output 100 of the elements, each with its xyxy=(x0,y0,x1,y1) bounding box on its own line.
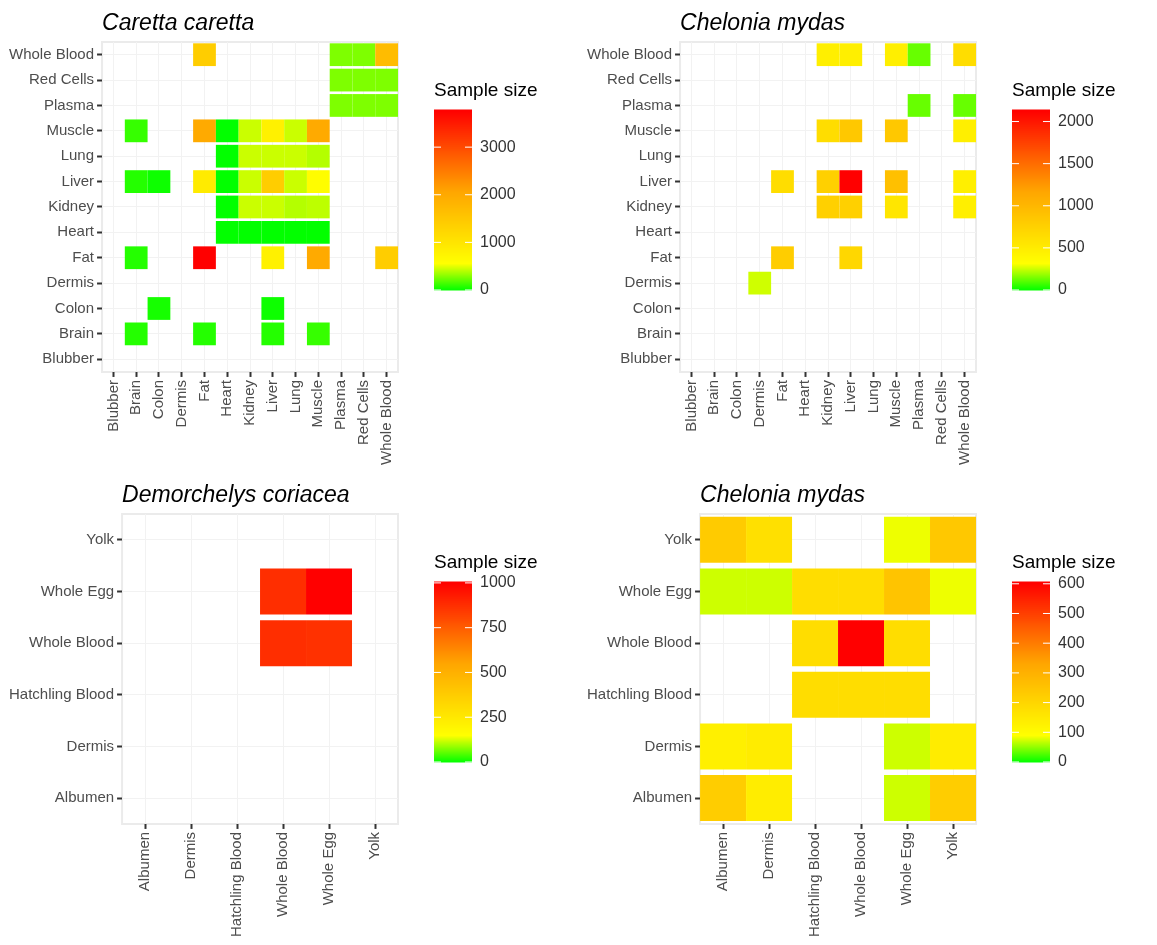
y-tick-label: Heart xyxy=(635,222,673,240)
color-bar-label: 200 xyxy=(1058,693,1085,710)
color-bar-label: 0 xyxy=(1058,752,1067,770)
x-tick-label: Hatchling Blood xyxy=(805,831,823,938)
color-bar-label: 250 xyxy=(480,707,507,725)
x-tick-label: Heart xyxy=(217,379,235,417)
y-tick-label: Yolk xyxy=(86,529,115,547)
y-tick-label: Blubber xyxy=(42,349,95,367)
x-tick-label: Colon xyxy=(149,379,167,420)
color-bar-label: 1000 xyxy=(480,573,516,591)
color-bar-label: 500 xyxy=(1058,238,1085,256)
x-tick-label: Kidney xyxy=(240,379,258,426)
x-tick-label: Whole Blood xyxy=(851,831,869,917)
y-tick-label: Heart xyxy=(57,222,95,240)
x-tick-label: Red Cells xyxy=(931,379,949,445)
y-tick-label: Brain xyxy=(637,324,673,342)
x-tick-label: Plasma xyxy=(331,379,349,430)
x-tick-label: Whole Blood xyxy=(954,379,972,466)
color-bar-label: 500 xyxy=(480,662,507,680)
color-bar-title: Sample size xyxy=(1012,79,1116,100)
x-tick-label: Muscle xyxy=(308,379,326,428)
color-bar-label: 0 xyxy=(1058,280,1067,298)
y-tick-label: Red Cells xyxy=(607,70,673,88)
y-tick-label: Lung xyxy=(638,146,673,164)
x-tick-label: Yolk xyxy=(943,831,961,860)
x-tick-label: Colon xyxy=(727,379,745,420)
y-tick-label: Lung xyxy=(60,146,95,164)
y-tick-label: Whole Blood xyxy=(607,633,693,651)
color-bar-title: Sample size xyxy=(434,79,538,100)
chart-title: Chelonia mydas xyxy=(680,9,846,35)
y-tick-label: Kidney xyxy=(626,197,673,215)
y-tick-label: Hatchling Blood xyxy=(586,684,693,702)
x-tick-label: Red Cells xyxy=(353,379,371,445)
y-tick-label: Plasma xyxy=(44,95,95,113)
color-bar-label: 500 xyxy=(1058,603,1085,621)
y-tick-label: Brain xyxy=(59,324,95,342)
x-tick-label: Whole Egg xyxy=(897,831,915,906)
x-tick-label: Albumen xyxy=(135,831,153,892)
color-bar-label: 100 xyxy=(1058,722,1085,740)
x-tick-label: Albumen xyxy=(713,831,731,892)
x-tick-label: Yolk xyxy=(365,831,383,860)
x-tick-label: Dermis xyxy=(759,831,777,880)
x-tick-label: Whole Egg xyxy=(319,831,337,906)
x-tick-label: Lung xyxy=(285,379,303,414)
y-tick-label: Colon xyxy=(54,298,95,316)
y-tick-label: Plasma xyxy=(622,95,673,113)
color-bar-label: 1000 xyxy=(1058,196,1094,214)
color-bar-label: 600 xyxy=(1058,574,1085,592)
color-bar-title: Sample size xyxy=(434,551,538,572)
x-tick-label: Fat xyxy=(194,379,212,402)
color-bar-label: 0 xyxy=(480,280,489,298)
x-tick-label: Whole Blood xyxy=(376,379,394,466)
x-tick-label: Brain xyxy=(704,379,722,415)
x-tick-label: Hatchling Blood xyxy=(227,831,245,938)
y-tick-label: Dermis xyxy=(66,736,115,754)
color-bar-label: 3000 xyxy=(480,137,516,155)
y-tick-label: Whole Egg xyxy=(40,581,115,599)
x-tick-label: Dermis xyxy=(749,379,767,428)
x-tick-label: Plasma xyxy=(909,379,927,430)
x-tick-label: Dermis xyxy=(181,831,199,880)
y-tick-label: Whole Egg xyxy=(618,581,693,599)
x-tick-label: Kidney xyxy=(818,379,836,426)
x-tick-label: Fat xyxy=(772,379,790,402)
y-tick-label: Yolk xyxy=(664,529,693,547)
color-bar-label: 1500 xyxy=(1058,154,1094,172)
x-tick-label: Whole Blood xyxy=(273,831,291,917)
y-tick-label: Hatchling Blood xyxy=(8,684,115,702)
y-tick-label: Blubber xyxy=(620,349,673,367)
color-bar-label: 0 xyxy=(480,752,489,770)
y-tick-label: Liver xyxy=(639,171,673,189)
y-tick-label: Fat xyxy=(72,247,95,265)
x-tick-label: Dermis xyxy=(171,379,189,428)
chart-title: Demorchelys coriacea xyxy=(122,481,350,507)
y-tick-label: Albumen xyxy=(632,788,693,806)
color-bar-label: 750 xyxy=(480,618,507,636)
color-bar-label: 1000 xyxy=(480,232,516,250)
color-bar-title: Sample size xyxy=(1012,551,1116,572)
y-tick-label: Albumen xyxy=(54,788,115,806)
x-tick-label: Heart xyxy=(795,379,813,417)
y-tick-label: Whole Blood xyxy=(8,44,95,62)
x-tick-label: Lung xyxy=(863,379,881,414)
color-bar-label: 300 xyxy=(1058,663,1085,681)
y-tick-label: Muscle xyxy=(624,120,673,138)
x-tick-label: Muscle xyxy=(886,379,904,428)
y-tick-label: Colon xyxy=(632,298,673,316)
y-tick-label: Liver xyxy=(61,171,95,189)
y-tick-label: Dermis xyxy=(46,273,95,291)
y-tick-label: Kidney xyxy=(48,197,95,215)
y-tick-label: Dermis xyxy=(644,736,693,754)
y-tick-label: Whole Blood xyxy=(29,633,115,651)
chart-title: Chelonia mydas xyxy=(700,481,866,507)
y-tick-label: Muscle xyxy=(46,120,95,138)
chart-title: Caretta caretta xyxy=(102,9,255,35)
x-tick-label: Liver xyxy=(262,379,280,413)
color-bar-label: 2000 xyxy=(1058,111,1094,129)
color-bar-label: 2000 xyxy=(480,185,516,203)
y-tick-label: Dermis xyxy=(624,273,673,291)
y-tick-label: Red Cells xyxy=(29,70,95,88)
y-tick-label: Fat xyxy=(650,247,673,265)
color-bar-label: 400 xyxy=(1058,633,1085,651)
